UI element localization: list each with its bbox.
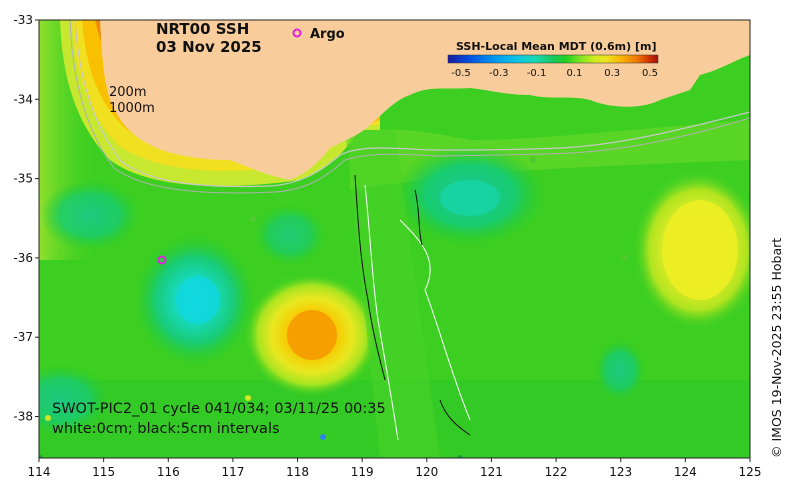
x-axis: 114 115 116 117 118 119 120 121 122 123 124 125 [28, 458, 762, 479]
depth-label-200m: 200m [109, 85, 146, 100]
copyright-side-text: © IMOS 19-Nov-2025 23:55 Hobart [769, 238, 784, 458]
map-date: 03 Nov 2025 [156, 38, 262, 56]
colorbar-tick-label: -0.1 [527, 68, 547, 79]
x-tick-label: 123 [609, 465, 632, 479]
y-tick-label: -37 [13, 330, 33, 344]
x-tick-label: 116 [157, 465, 180, 479]
x-tick-label: 125 [739, 465, 762, 479]
argo-legend-marker [292, 28, 302, 38]
contour-caption: white:0cm; black:5cm intervals [52, 421, 280, 437]
argo-legend-label: Argo [310, 27, 345, 42]
argo-float-marker [157, 255, 167, 265]
y-tick-label: -38 [13, 410, 33, 424]
x-tick-label: 120 [415, 465, 438, 479]
x-tick-label: 117 [221, 465, 244, 479]
plot-frame [38, 19, 751, 459]
x-tick-label: 115 [92, 465, 115, 479]
colorbar-tick-label: 0.5 [642, 68, 658, 79]
x-tick-label: 122 [545, 465, 568, 479]
colorbar: SSH-Local Mean MDT (0.6m) [m] -0.5 -0.3 -0… [447, 40, 659, 79]
y-tick-label: -36 [13, 251, 33, 265]
map-title: NRT00 SSH [156, 20, 249, 38]
swot-caption: SWOT-PIC2_01 cycle 041/034; 03/11/25 00:… [52, 401, 386, 417]
colorbar-title: SSH-Local Mean MDT (0.6m) [m] [456, 40, 656, 53]
y-tick-label: -34 [13, 92, 33, 106]
isobath-200m [74, 20, 750, 188]
x-tick-label: 114 [28, 465, 51, 479]
depth-label-1000m: 1000m [109, 101, 155, 116]
x-tick-label: 124 [674, 465, 697, 479]
colorbar-tick-label: -0.5 [451, 68, 471, 79]
colorbar-tick-label: -0.3 [489, 68, 509, 79]
y-tick-label: -35 [13, 172, 33, 186]
colorbar-tick-label: 0.1 [566, 68, 582, 79]
colorbar-tick-label: 0.3 [604, 68, 620, 79]
x-tick-label: 118 [286, 465, 309, 479]
isobath-1000m [69, 20, 750, 194]
swot-swath [345, 130, 440, 458]
y-tick-label: -33 [13, 13, 33, 27]
x-tick-label: 119 [351, 465, 374, 479]
y-axis: -33 -34 -35 -36 -37 -38 [13, 13, 39, 424]
x-tick-label: 121 [480, 465, 503, 479]
